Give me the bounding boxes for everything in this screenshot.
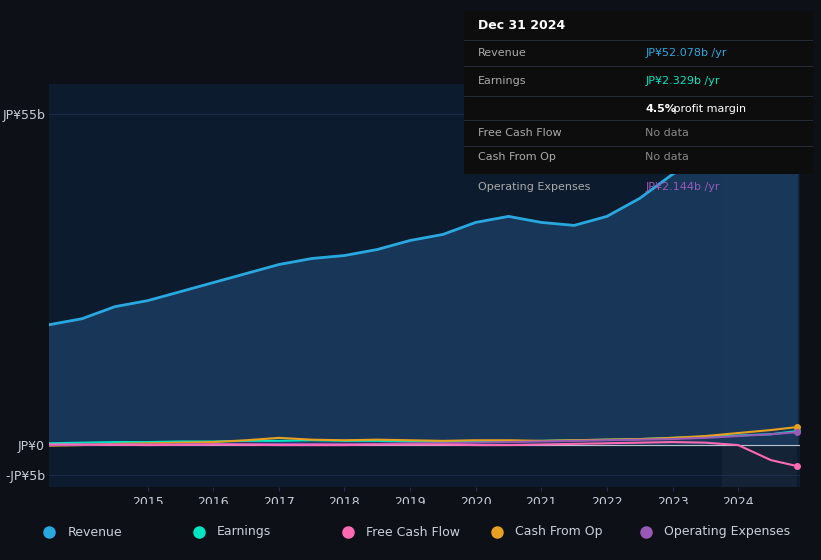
Text: No data: No data [645,152,689,162]
Text: Earnings: Earnings [478,76,526,86]
Text: Earnings: Earnings [217,525,271,539]
Text: 4.5%: 4.5% [645,104,677,114]
Text: No data: No data [645,128,689,138]
Text: Free Cash Flow: Free Cash Flow [478,128,562,138]
Text: Operating Expenses: Operating Expenses [664,525,791,539]
Text: Operating Expenses: Operating Expenses [478,181,590,192]
Text: JP¥2.144b /yr: JP¥2.144b /yr [645,181,720,192]
Bar [722,84,797,487]
Text: JP¥52.078b /yr: JP¥52.078b /yr [645,48,727,58]
Text: Revenue: Revenue [67,525,122,539]
Text: Revenue: Revenue [478,48,526,58]
Text: Free Cash Flow: Free Cash Flow [366,525,460,539]
Text: Cash From Op: Cash From Op [478,152,556,162]
Text: Cash From Op: Cash From Op [515,525,603,539]
Text: JP¥2.329b /yr: JP¥2.329b /yr [645,76,720,86]
Text: profit margin: profit margin [670,104,745,114]
Text: Dec 31 2024: Dec 31 2024 [478,19,565,32]
